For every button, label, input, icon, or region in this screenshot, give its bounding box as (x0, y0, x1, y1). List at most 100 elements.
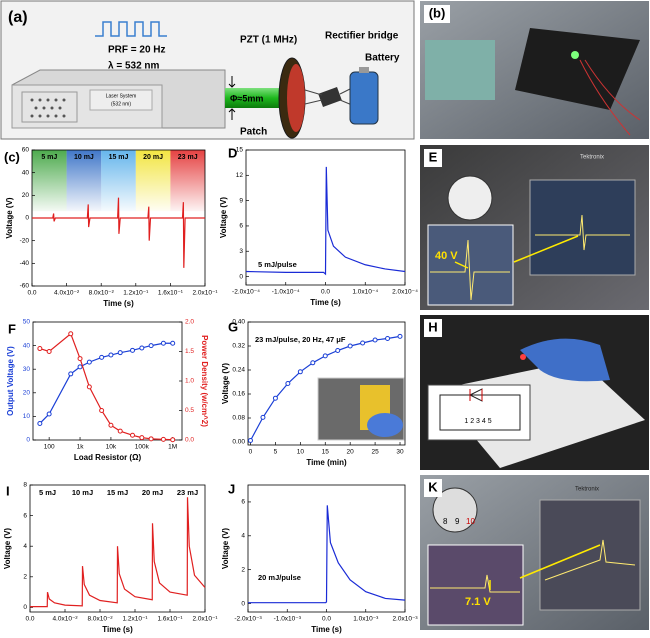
y-tick-label: 0.00 (232, 439, 245, 446)
data-point (139, 435, 145, 441)
rectifier-text: Rectifier bridge (325, 31, 399, 42)
y-tick-label: 6 (241, 499, 245, 506)
data-point (99, 408, 105, 413)
pzt-text: PZT (1 MHz) (240, 35, 297, 46)
circuit-inset (427, 384, 531, 441)
y-tick-label: 9 (239, 197, 243, 204)
band-label: 20 mJ (143, 154, 163, 161)
x-tick-label: 2.0x10⁻¹ (192, 290, 218, 297)
data-point (247, 438, 253, 443)
data-point (285, 381, 291, 386)
wires (304, 87, 353, 106)
data-point (335, 348, 341, 353)
x-tick-label: 8.0x10⁻² (89, 290, 115, 297)
y-tick-label: 0.24 (232, 367, 245, 374)
annotation: 5 mJ/pulse (258, 260, 297, 269)
laser-name: Laser System (106, 93, 137, 99)
band (32, 150, 67, 212)
x-tick-label: 2.0x10⁻³ (392, 616, 418, 623)
annotation: 10 mJ (72, 488, 93, 497)
x-tick-label: 2.0x10⁻¹ (192, 616, 218, 623)
y-tick-label: -20 (20, 237, 30, 244)
label-box (424, 479, 442, 497)
y-tick-label: 0.32 (232, 343, 245, 350)
data-point (170, 437, 176, 443)
inset-trace (430, 574, 520, 593)
y-tick-label: 0 (23, 604, 27, 611)
data-point (397, 333, 403, 339)
y-tick-label: 50 (23, 319, 31, 326)
y-tick-label: 2 (23, 574, 27, 581)
data-point (272, 395, 278, 401)
annotation: 20 mJ (142, 488, 163, 497)
y2-tick-label: 2.0 (185, 319, 194, 326)
band-label: 23 mJ (178, 154, 198, 161)
panel-label: (a) (8, 9, 28, 26)
photo-e: Tektronix 40 V E (420, 145, 649, 310)
data-point (130, 432, 136, 438)
data-point (372, 337, 378, 343)
laser-wavelength: (532 nm) (111, 101, 131, 107)
battery (349, 71, 379, 125)
data-point (322, 353, 328, 359)
reading: 7.1 V (465, 596, 491, 608)
pointer (489, 544, 601, 590)
inset-trace (430, 239, 510, 301)
data-point (160, 436, 166, 442)
data-point (148, 436, 154, 442)
x-axis-title: Time (s) (103, 299, 134, 308)
plot-frame (29, 484, 206, 613)
data-point (347, 343, 353, 349)
x-axis-title: Time (min) (306, 458, 347, 467)
x-tick-label: 1.6x10⁻¹ (158, 290, 184, 297)
y-tick-label: 0 (241, 600, 245, 607)
data-point (297, 369, 303, 375)
y-tick-label: 4 (23, 543, 27, 550)
x-tick-label: 100k (135, 444, 150, 451)
panel-label: (c) (4, 149, 20, 164)
inset (427, 544, 524, 626)
y-tick-label: 10 (23, 413, 31, 420)
pulse-train (95, 21, 167, 37)
data-point (360, 340, 366, 346)
x-tick-label: 1.0x10⁻³ (353, 616, 379, 623)
x-tick-label: 15 (322, 449, 330, 456)
y2-tick-label: 0.5 (185, 407, 194, 414)
y-tick-label: -40 (20, 260, 30, 267)
laser-unit (425, 40, 495, 100)
data-point (160, 340, 166, 346)
panel-label: G (228, 319, 238, 334)
x-tick-label: 5 (274, 449, 278, 456)
y-tick-label: 30 (23, 366, 31, 373)
reading: 40 V (435, 250, 458, 262)
y-tick-label: 20 (22, 192, 30, 199)
panel-label: E (429, 149, 438, 164)
band (170, 150, 205, 212)
x-tick-label: -1.0x10⁻³ (274, 616, 302, 623)
x-tick-label: -1.0x10⁻⁴ (272, 289, 300, 296)
y-axis-title: Output Voltage (V) (6, 346, 15, 416)
x-tick-label: 4.0x10⁻² (52, 616, 78, 623)
x-tick-label: 0.0 (322, 616, 331, 623)
panel-label: H (428, 319, 437, 334)
scope-screen (539, 499, 641, 611)
vent-dots (30, 98, 66, 118)
data-point (139, 345, 145, 351)
x-tick-label: 1M (168, 444, 177, 451)
data-point (46, 349, 52, 354)
rectifier (318, 87, 342, 107)
y-tick-label: 12 (236, 172, 244, 179)
data-point (77, 364, 83, 370)
annotation: 20 mJ/pulse (258, 573, 301, 582)
prf-text: PRF = 20 Hz (108, 45, 166, 56)
data-line (30, 497, 206, 608)
pad (515, 28, 640, 110)
battery-cap (359, 67, 369, 73)
x-tick-label: -2.0x10⁻³ (234, 616, 262, 623)
y2-tick-label: 1.0 (185, 378, 194, 385)
band-label: 5 mJ (41, 154, 57, 161)
y-axis-title: Voltage (V) (221, 363, 230, 405)
x-tick-label: 0.0 (321, 289, 330, 296)
y-tick-label: 8 (23, 482, 27, 489)
pointer (454, 235, 579, 269)
